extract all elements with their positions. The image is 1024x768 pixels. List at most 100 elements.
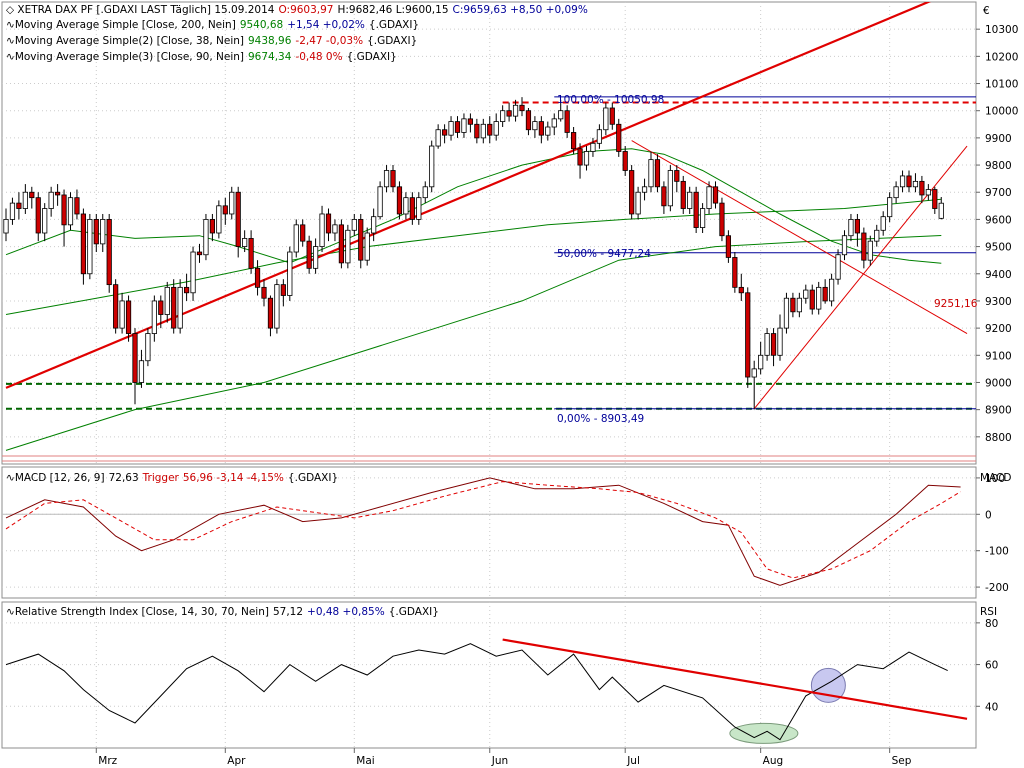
rsi-line [5, 643, 948, 741]
candle-body [461, 118, 467, 133]
price-open: O:9603,97 [278, 4, 333, 16]
price-tick-label: 9700 [985, 187, 1012, 199]
candle-body [609, 107, 615, 125]
candle-body [816, 286, 822, 310]
candle-body [648, 159, 654, 188]
candle-body [616, 123, 622, 152]
ma38-label: Moving Average Simple(2) [Close, 38, Nei… [15, 35, 244, 47]
ma90-label: Moving Average Simple(3) [Close, 90, Nei… [15, 51, 244, 63]
rsi-tick-label: 40 [985, 701, 998, 713]
rsi-value: 57,12 [273, 606, 303, 618]
candle-body [164, 286, 170, 315]
candle-body [371, 216, 377, 234]
ma-line-icon: ∿ [6, 51, 15, 63]
candle-body [700, 208, 706, 228]
candle-body [783, 297, 790, 329]
ma200-label: Moving Average Simple [Close, 200, Nein] [15, 19, 236, 31]
candle-body [732, 257, 738, 288]
price-panel-frame [1, 1, 977, 465]
candle-body [790, 297, 796, 313]
candle-body [422, 186, 428, 199]
candle-body [738, 286, 744, 294]
candle-body [654, 159, 661, 188]
candle-body [674, 170, 680, 182]
candle-body [899, 175, 906, 188]
candle-body [622, 151, 628, 171]
candle-body [87, 219, 93, 275]
candle-body [829, 278, 835, 302]
x-axis-ticks: Mrz Apr Mai Jun Jul Aug Sep [95, 748, 912, 767]
candle-body [16, 202, 22, 209]
candle-body [312, 246, 319, 269]
candle-body [538, 121, 544, 136]
price-title-text: XETRA DAX PF [.GDAXI LAST Täglich] 15.09… [17, 4, 274, 16]
price-tick-label: 10300 [985, 24, 1018, 36]
candle-body [151, 300, 157, 334]
candle-body [35, 197, 41, 234]
month-label: Sep [892, 755, 912, 767]
candle-body [532, 121, 538, 131]
candle-body [467, 118, 474, 125]
rsi-legend: ∿Relative Strength Index [Close, 14, 30,… [6, 606, 439, 618]
candle-body [564, 110, 570, 133]
candle-body [145, 333, 151, 362]
candle-body [854, 219, 861, 234]
price-tick-label: 9500 [985, 242, 1012, 254]
ma200-legend: ∿Moving Average Simple [Close, 200, Nein… [6, 19, 419, 31]
ma38-symbol: {.GDAXI} [367, 35, 417, 47]
macd-tick-label: 100 [985, 473, 1005, 485]
macd-title: MACD [12, 26, 9] [15, 472, 105, 484]
candle-body [822, 286, 828, 302]
macd-tick-label: -100 [985, 546, 1009, 558]
candle-body [338, 224, 345, 264]
rsi-plot [5, 638, 968, 741]
candle-body [74, 197, 80, 215]
candle-body [596, 129, 603, 144]
candle-body [506, 110, 512, 117]
candle-body [571, 132, 577, 150]
ma-line-icon: ∿ [6, 35, 15, 47]
candle-body [345, 229, 351, 264]
price-high-low: H:9682,46 L:9600,15 [338, 4, 449, 16]
month-label: Mai [356, 755, 374, 767]
candle-body [519, 104, 525, 112]
ma90-change: -0,48 0% [295, 51, 342, 63]
candle-body [493, 121, 499, 136]
candle-body [590, 142, 596, 152]
candle-body [267, 297, 274, 329]
candle-body [61, 194, 67, 226]
y-axis-ticks: 8800 8900 9000 9100 9200 9300 9400 9500 9600 9700… [976, 24, 1018, 713]
price-tick-label: 9100 [985, 350, 1012, 362]
candle-body [441, 129, 448, 136]
candle-body [887, 197, 893, 218]
candle-body [551, 118, 557, 128]
candle-body [525, 110, 532, 131]
fib-50-label: 50,00% - 9477,24 [557, 248, 651, 260]
price-title: ◇ XETRA DAX PF [.GDAXI LAST Täglich] 15.… [6, 4, 588, 16]
rsi-change: +0,48 +0,85% [307, 606, 385, 618]
macd-trigger-value: 56,96 -3,14 -4,15% [183, 472, 284, 484]
candle-body [706, 186, 712, 209]
candle-body [306, 240, 312, 269]
candle-body [22, 191, 28, 209]
candle-body [454, 121, 461, 133]
candle-body [893, 186, 899, 199]
candle-body [603, 107, 609, 131]
macd-plot [2, 477, 976, 586]
candle-body [558, 110, 564, 120]
candle-body [67, 197, 74, 226]
candle-body [841, 235, 848, 256]
candle-body [138, 360, 145, 383]
price-tick-label: 9800 [985, 160, 1012, 172]
macd-tick-label: 0 [985, 509, 992, 521]
candle-body [848, 219, 854, 237]
candle-body [351, 219, 357, 231]
candle-body [693, 191, 699, 228]
candle-body [906, 175, 912, 188]
moving-average-line-1 [5, 198, 942, 315]
ma200-change: +1,54 +0,02% [287, 19, 365, 31]
candle-body [867, 240, 873, 261]
candle-body [29, 191, 35, 199]
candle-body [125, 300, 132, 334]
